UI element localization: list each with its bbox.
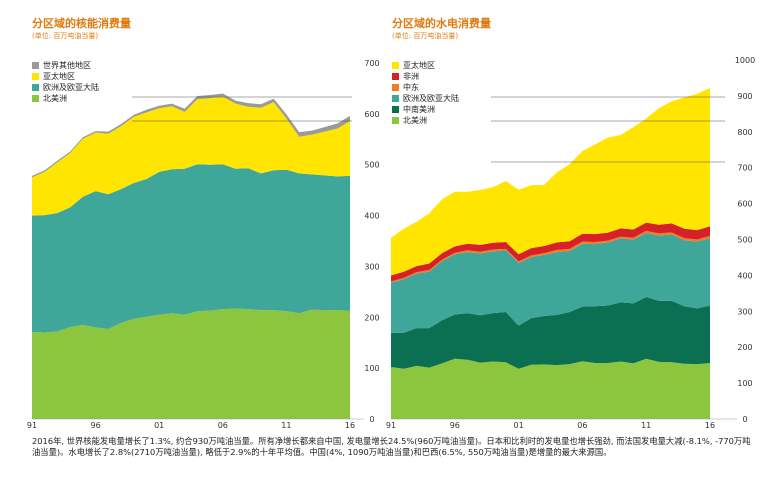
legend-label: 中东 xyxy=(403,83,419,92)
y-tick-label: 300 xyxy=(364,262,379,271)
area-series-4 xyxy=(391,222,710,282)
legend-swatch xyxy=(32,73,39,80)
legend-item: 非洲 xyxy=(392,71,459,82)
x-tick-label: 06 xyxy=(218,421,228,430)
y-tick-label: 800 xyxy=(737,128,752,137)
legend-item: 中南美洲 xyxy=(392,104,459,115)
legend-item: 中东 xyxy=(392,82,459,93)
area-series-0 xyxy=(32,308,350,419)
legend-item: 亚太地区 xyxy=(392,60,459,71)
legend-label: 世界其他地区 xyxy=(43,61,91,70)
x-tick-label: 11 xyxy=(641,421,651,430)
nuclear-chart: 91 96 01 06 11 16 0 100 200 300 400 500 600 700 xyxy=(27,59,380,430)
y-tick-label: 600 xyxy=(364,110,379,119)
left-chart-title: 分区域的核能消费量 xyxy=(32,17,131,30)
legend-label: 亚太地区 xyxy=(403,61,435,70)
x-tick-label: 01 xyxy=(154,421,164,430)
y-tick-label: 400 xyxy=(364,212,379,221)
y-tick-label: 700 xyxy=(737,164,752,173)
legend-label: 北美洲 xyxy=(43,94,67,103)
legend-item: 欧洲及欧亚大陆 xyxy=(392,93,459,104)
area-series-0 xyxy=(391,358,710,419)
legend-swatch xyxy=(392,95,399,102)
legend-item: 北美洲 xyxy=(32,93,99,104)
chart-caption: 2016年, 世界核能发电量增长了1.3%, 约合930万吨油当量。所有净增长都… xyxy=(32,436,751,457)
legend-swatch xyxy=(32,62,39,69)
y-tick-label: 0 xyxy=(369,415,374,424)
legend-label: 中南美洲 xyxy=(403,105,435,114)
legend-swatch xyxy=(392,84,399,91)
legend-item: 欧洲及欧亚大陆 xyxy=(32,82,99,93)
legend-swatch xyxy=(32,95,39,102)
right-chart-unit: (单位: 百万吨油当量) xyxy=(392,32,459,40)
x-tick-label: 96 xyxy=(91,421,101,430)
right-chart-title: 分区域的水电消费量 xyxy=(392,17,491,30)
x-tick-label: 01 xyxy=(514,421,524,430)
legend-label: 非洲 xyxy=(403,72,419,81)
y-tick-label: 500 xyxy=(737,236,752,245)
area-series-2 xyxy=(391,233,710,333)
area-series-1 xyxy=(391,296,710,369)
legend-label: 亚太地区 xyxy=(43,72,75,81)
legend-item: 北美洲 xyxy=(392,115,459,126)
x-tick-label: 96 xyxy=(450,421,460,430)
legend-swatch xyxy=(392,106,399,113)
area-series-5 xyxy=(391,88,710,276)
area-series-3 xyxy=(391,230,710,283)
x-tick-label: 91 xyxy=(386,421,396,430)
y-tick-label: 100 xyxy=(737,379,752,388)
x-tick-label: 11 xyxy=(281,421,291,430)
legend-swatch xyxy=(392,62,399,69)
x-tick-label: 16 xyxy=(345,421,355,430)
y-tick-label: 200 xyxy=(364,313,379,322)
area-series-1 xyxy=(32,164,350,333)
x-tick-label: 16 xyxy=(705,421,715,430)
y-tick-label: 100 xyxy=(364,364,379,373)
y-tick-label: 700 xyxy=(364,59,379,68)
y-tick-label: 400 xyxy=(737,271,752,280)
y-tick-label: 600 xyxy=(737,200,752,209)
legend-swatch xyxy=(32,84,39,91)
legend-item: 世界其他地区 xyxy=(32,60,99,71)
hydro-chart: 91 96 01 06 11 16 0 100 200 300 400 500 600 700 800 900… xyxy=(386,56,755,430)
area-series-2 xyxy=(32,96,350,216)
x-tick-label: 06 xyxy=(577,421,587,430)
y-tick-label: 1000 xyxy=(735,56,755,65)
right-chart-legend: 亚太地区非洲中东欧洲及欧亚大陆 中南美洲北美洲 xyxy=(392,60,459,126)
y-tick-label: 0 xyxy=(742,415,747,424)
y-tick-label: 900 xyxy=(737,92,752,101)
legend-label: 欧洲及欧亚大陆 xyxy=(43,83,99,92)
legend-item: 亚太地区 xyxy=(32,71,99,82)
legend-label: 北美洲 xyxy=(403,116,427,125)
y-tick-label: 500 xyxy=(364,161,379,170)
legend-swatch xyxy=(392,73,399,80)
y-tick-label: 200 xyxy=(737,343,752,352)
y-tick-label: 300 xyxy=(737,307,752,316)
left-chart-legend: 世界其他地区 亚太地区欧洲及欧亚大陆 北美洲 xyxy=(32,60,99,104)
left-chart-unit: (单位: 百万吨油当量) xyxy=(32,32,99,40)
x-tick-label: 91 xyxy=(27,421,37,430)
legend-label: 欧洲及欧亚大陆 xyxy=(403,94,459,103)
legend-swatch xyxy=(392,117,399,124)
